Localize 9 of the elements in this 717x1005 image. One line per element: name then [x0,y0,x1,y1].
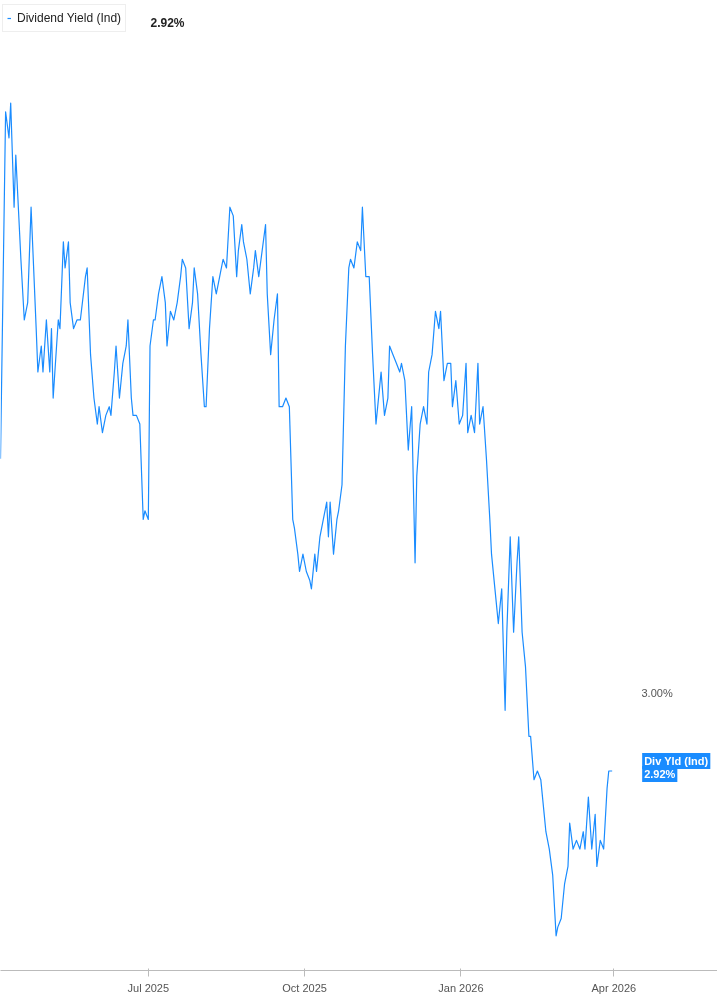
x-tick-label: Jan 2026 [438,981,484,994]
annotation: 2.92% [644,768,676,780]
legend-label: Dividend Yield (Ind) [17,11,122,25]
annotation: Div Yld (Ind) [644,755,709,767]
x-tick-label: Apr 2026 [591,981,637,994]
x-tick-label: Jul 2025 [127,981,170,994]
annotation: 3.00% [641,686,673,699]
x-tick-label: Oct 2025 [282,981,327,994]
text: 2.92% [150,15,185,30]
